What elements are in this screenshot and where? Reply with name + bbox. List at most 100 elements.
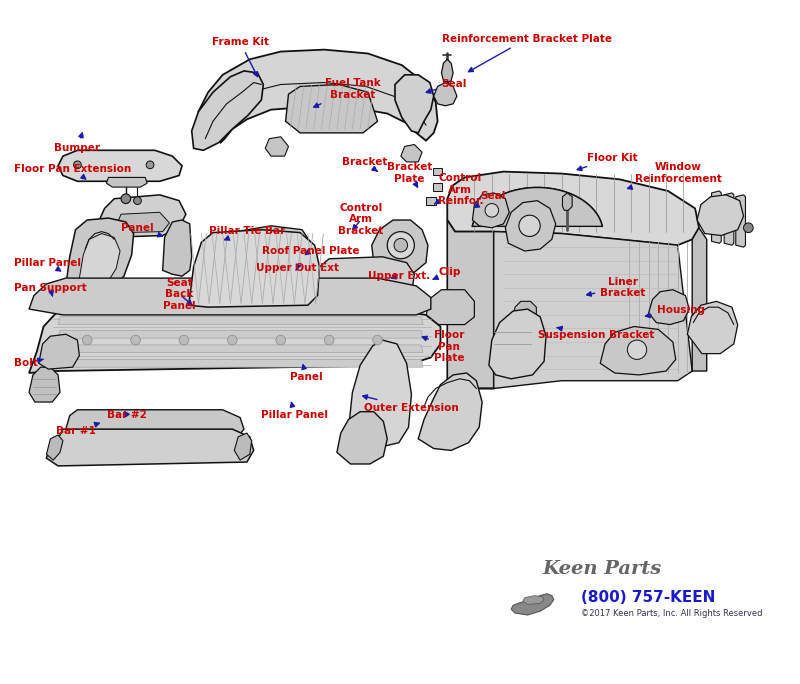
Polygon shape: [489, 309, 546, 379]
Polygon shape: [724, 193, 734, 245]
Polygon shape: [58, 345, 423, 353]
Polygon shape: [692, 228, 706, 371]
Text: ©2017 Keen Parts, Inc. All Rights Reserved: ©2017 Keen Parts, Inc. All Rights Reserv…: [581, 609, 762, 618]
Polygon shape: [242, 235, 308, 274]
Text: Keen Parts: Keen Parts: [542, 560, 662, 577]
Text: Floor Pan Extension: Floor Pan Extension: [14, 163, 131, 179]
Text: Pillar Panel: Pillar Panel: [261, 402, 328, 419]
Polygon shape: [46, 435, 63, 460]
Polygon shape: [372, 220, 428, 274]
Polygon shape: [522, 596, 544, 605]
Polygon shape: [29, 278, 431, 315]
Polygon shape: [266, 137, 289, 156]
Circle shape: [227, 335, 237, 345]
Polygon shape: [314, 256, 414, 295]
Polygon shape: [473, 193, 510, 228]
Polygon shape: [687, 302, 738, 354]
Polygon shape: [58, 150, 182, 181]
Text: Panel: Panel: [290, 365, 322, 382]
Text: Panel: Panel: [121, 223, 162, 237]
Text: Bumper: Bumper: [54, 133, 101, 153]
Circle shape: [179, 335, 189, 345]
Polygon shape: [46, 429, 254, 466]
Polygon shape: [447, 232, 692, 389]
Polygon shape: [446, 81, 450, 94]
Text: Upper Out Ext: Upper Out Ext: [255, 263, 338, 273]
Polygon shape: [426, 197, 436, 205]
Text: Bolt: Bolt: [14, 358, 43, 368]
Text: Floor
Pan
Plate: Floor Pan Plate: [422, 330, 464, 363]
Text: Pillar Tie Bar: Pillar Tie Bar: [209, 226, 286, 240]
Polygon shape: [442, 60, 453, 83]
Polygon shape: [203, 226, 310, 263]
Text: Seat
Back
Panel: Seat Back Panel: [163, 278, 196, 311]
Polygon shape: [433, 168, 442, 176]
Polygon shape: [192, 71, 263, 150]
Polygon shape: [116, 212, 170, 233]
Polygon shape: [562, 193, 572, 211]
Polygon shape: [286, 85, 378, 133]
Polygon shape: [66, 218, 134, 295]
Polygon shape: [198, 50, 438, 142]
Polygon shape: [447, 172, 699, 245]
Text: Seal: Seal: [426, 79, 467, 93]
Text: Clip: Clip: [433, 267, 461, 279]
Text: Control
Arm
Reinfor.: Control Arm Reinfor.: [434, 173, 483, 207]
Circle shape: [82, 335, 92, 345]
Polygon shape: [337, 412, 387, 464]
Polygon shape: [58, 330, 423, 338]
Polygon shape: [58, 317, 423, 325]
Circle shape: [485, 204, 498, 217]
Circle shape: [276, 335, 286, 345]
Polygon shape: [434, 83, 457, 106]
Circle shape: [519, 215, 540, 237]
Text: Upper Ext.: Upper Ext.: [368, 271, 430, 280]
Polygon shape: [38, 334, 79, 369]
Text: Fuel Tank
Bracket: Fuel Tank Bracket: [314, 78, 381, 107]
Text: Pillar Panel: Pillar Panel: [14, 258, 81, 271]
Polygon shape: [736, 195, 746, 247]
Text: Seal: Seal: [474, 192, 506, 207]
Circle shape: [373, 335, 382, 345]
Text: Bracket: Bracket: [342, 157, 387, 172]
Circle shape: [324, 335, 334, 345]
Polygon shape: [401, 144, 422, 162]
Polygon shape: [318, 286, 418, 313]
Polygon shape: [711, 191, 722, 244]
Polygon shape: [600, 326, 676, 375]
Polygon shape: [58, 359, 423, 367]
Text: Suspension Bracket: Suspension Bracket: [538, 326, 654, 341]
Polygon shape: [189, 230, 319, 307]
Text: Housing: Housing: [646, 305, 705, 317]
Text: Bracket
Plate: Bracket Plate: [386, 162, 432, 187]
Circle shape: [394, 239, 407, 252]
Polygon shape: [513, 302, 536, 323]
Circle shape: [627, 340, 646, 359]
Polygon shape: [433, 183, 442, 191]
Text: (800) 757-KEEN: (800) 757-KEEN: [581, 590, 715, 605]
Polygon shape: [472, 187, 602, 226]
Text: Frame Kit: Frame Kit: [211, 38, 269, 77]
Polygon shape: [506, 200, 556, 251]
Text: Pan Support: Pan Support: [14, 282, 86, 296]
Polygon shape: [511, 594, 554, 615]
Polygon shape: [418, 373, 482, 451]
Circle shape: [74, 161, 82, 169]
Polygon shape: [97, 195, 186, 237]
Text: Window
Reinforcement: Window Reinforcement: [628, 162, 722, 189]
Circle shape: [387, 232, 414, 259]
Polygon shape: [234, 433, 252, 460]
Text: Floor Kit: Floor Kit: [578, 153, 638, 170]
Text: Liner
Bracket: Liner Bracket: [586, 277, 646, 298]
Circle shape: [743, 223, 754, 233]
Polygon shape: [106, 177, 147, 187]
Polygon shape: [395, 75, 434, 133]
Polygon shape: [349, 340, 411, 447]
Text: Control
Arm
Bracket: Control Arm Bracket: [338, 203, 384, 236]
Polygon shape: [66, 410, 244, 440]
Text: Roof Panel Plate: Roof Panel Plate: [262, 246, 359, 256]
Text: Bar #2: Bar #2: [107, 410, 146, 420]
Polygon shape: [29, 307, 441, 373]
Circle shape: [130, 335, 140, 345]
Polygon shape: [426, 290, 474, 325]
